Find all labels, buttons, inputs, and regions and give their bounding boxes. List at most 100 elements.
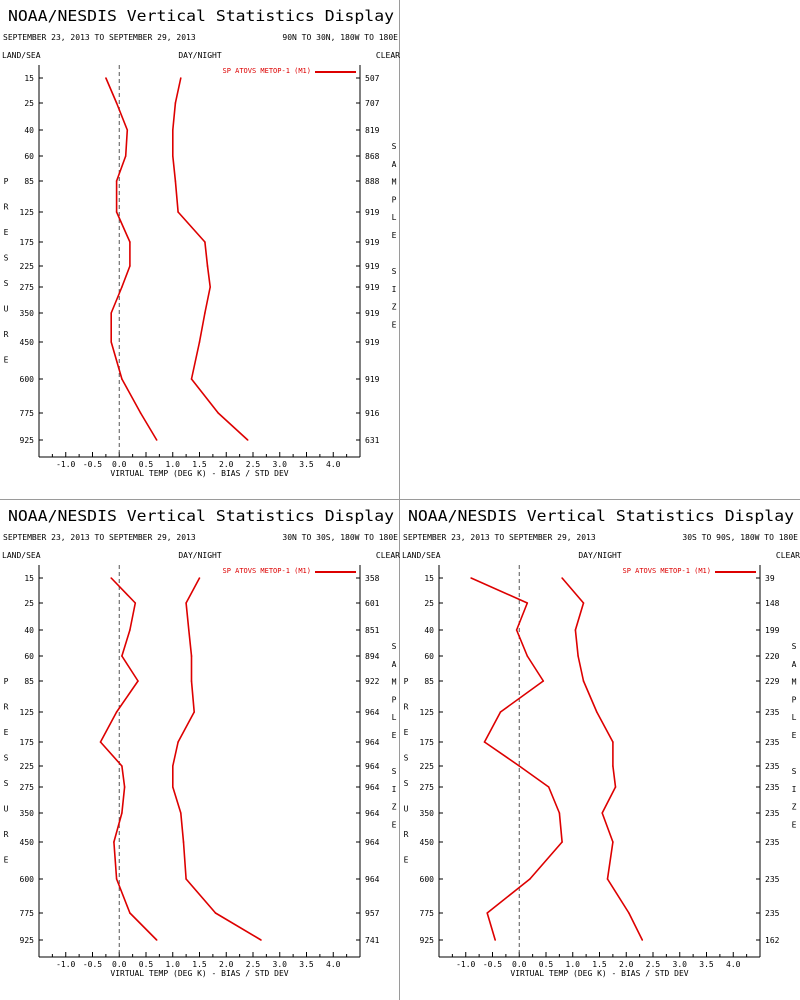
land-sea-label: LAND/SEA xyxy=(2,551,41,560)
x-tick-label: 3.0 xyxy=(673,960,688,969)
x-tick-label: 3.0 xyxy=(273,460,288,469)
sample-size-label: 235 xyxy=(765,909,780,918)
y-axis-title-letter: E xyxy=(4,856,9,865)
sample-size-label: 851 xyxy=(365,626,380,635)
std-dev-point xyxy=(612,765,614,767)
std-dev-point xyxy=(204,312,206,314)
sample-size-label: 919 xyxy=(365,375,380,384)
sample-size-label: 507 xyxy=(365,74,380,83)
day-night-label: DAY/NIGHT xyxy=(178,51,222,60)
horizontal-divider xyxy=(0,499,800,500)
x-tick-label: 2.0 xyxy=(219,960,234,969)
y2-axis-title-letter: L xyxy=(392,213,397,222)
chart-svg-nh: NOAA/NESDIS Vertical Statistics Display S… xyxy=(2,7,400,478)
bias-point xyxy=(129,912,131,914)
pressure-level-label: 350 xyxy=(20,809,35,818)
sky-condition-label: CLEAR xyxy=(376,551,400,560)
sample-size-label: 919 xyxy=(365,262,380,271)
y2-axis-title-letter: S xyxy=(792,642,797,651)
x-tick-label: 4.0 xyxy=(326,960,341,969)
pressure-level-label: 25 xyxy=(24,99,34,108)
sample-size-label: 39 xyxy=(765,574,775,583)
std-dev-point xyxy=(561,577,563,579)
sample-size-label: 601 xyxy=(365,599,380,608)
y2-axis-title-letter: I xyxy=(392,785,397,794)
sample-size-label: 707 xyxy=(365,99,380,108)
sky-condition-label: CLEAR xyxy=(776,551,800,560)
std-dev-point xyxy=(574,629,577,631)
std-dev-point xyxy=(577,655,579,657)
std-dev-point xyxy=(190,655,193,657)
chart-svg-tropics: NOAA/NESDIS Vertical Statistics Display S… xyxy=(2,507,400,978)
y-axis-title-letter: P xyxy=(4,677,9,686)
y-axis-title-letter: E xyxy=(404,728,409,737)
std-dev-point xyxy=(198,341,201,343)
bias-point xyxy=(110,312,112,314)
y-axis-title-letter: S xyxy=(4,779,9,788)
bias-point xyxy=(110,341,112,343)
bias-point xyxy=(121,655,123,657)
bias-point xyxy=(139,412,142,414)
std-dev-point xyxy=(177,211,179,213)
x-tick-label: 1.0 xyxy=(566,960,581,969)
y2-axis-title-letter: E xyxy=(392,820,397,829)
x-tick-label: 2.0 xyxy=(219,460,234,469)
pressure-level-label: 60 xyxy=(24,652,34,661)
sample-size-label: 964 xyxy=(365,762,380,771)
bias-point xyxy=(547,786,550,788)
region-label: 30S TO 90S, 180W TO 180E xyxy=(682,533,798,542)
x-tick-label: 3.5 xyxy=(699,960,714,969)
sample-size-label: 235 xyxy=(765,809,780,818)
bias-point xyxy=(526,602,529,604)
bias-point xyxy=(121,812,123,814)
std-dev-point xyxy=(180,812,182,814)
y2-axis-title-letter: P xyxy=(392,695,397,704)
x-tick-label: 3.5 xyxy=(299,960,314,969)
y-axis-title-letter: E xyxy=(4,728,9,737)
y2-axis-title-letter: A xyxy=(792,660,797,669)
bias-point xyxy=(499,711,502,713)
pressure-level-label: 925 xyxy=(20,936,35,945)
y-axis-title-letter: E xyxy=(4,356,9,365)
y2-axis-title-letter: M xyxy=(792,678,797,687)
legend-label: SP ATOVS METOP-1 (M1) xyxy=(222,67,311,75)
bias-point xyxy=(129,265,131,267)
pressure-level-label: 40 xyxy=(424,626,434,635)
sample-size-label: 894 xyxy=(365,652,380,661)
sample-size-label: 631 xyxy=(365,436,380,445)
std-dev-point xyxy=(628,912,630,914)
y2-axis-title-letter: P xyxy=(392,195,397,204)
std-dev-series-line xyxy=(172,577,262,941)
x-tick-label: 0.5 xyxy=(139,960,154,969)
bias-point xyxy=(121,286,123,288)
std-dev-point xyxy=(188,629,190,631)
y-axis-title-letter: R xyxy=(4,203,9,212)
pressure-level-label: 600 xyxy=(20,375,35,384)
std-dev-point xyxy=(612,841,614,843)
pressure-level-label: 40 xyxy=(24,626,34,635)
sample-size-label: 741 xyxy=(365,936,380,945)
bias-point xyxy=(121,378,123,380)
pressure-level-label: 775 xyxy=(20,409,35,418)
y2-axis-title-letter: E xyxy=(792,731,797,740)
bias-point xyxy=(115,211,118,213)
x-tick-label: 1.5 xyxy=(192,460,207,469)
x-tick-label: 1.0 xyxy=(166,960,181,969)
y2-axis-title-letter: E xyxy=(392,731,397,740)
y2-axis-title-letter: P xyxy=(792,695,797,704)
x-tick-label: 2.0 xyxy=(619,960,634,969)
pressure-level-label: 450 xyxy=(20,338,35,347)
pressure-level-label: 775 xyxy=(420,909,435,918)
pressure-level-label: 25 xyxy=(24,599,34,608)
day-night-label: DAY/NIGHT xyxy=(178,551,222,560)
y-axis-title-letter: P xyxy=(4,177,9,186)
bias-point xyxy=(113,841,115,843)
bias-point xyxy=(483,741,486,743)
y-axis-title-letter: E xyxy=(4,228,9,237)
pressure-level-label: 125 xyxy=(420,708,435,717)
y2-axis-title-letter: I xyxy=(392,285,397,294)
pressure-level-label: 85 xyxy=(24,677,34,686)
sample-size-label: 358 xyxy=(365,574,380,583)
bias-point xyxy=(558,812,561,814)
land-sea-label: LAND/SEA xyxy=(2,51,41,60)
